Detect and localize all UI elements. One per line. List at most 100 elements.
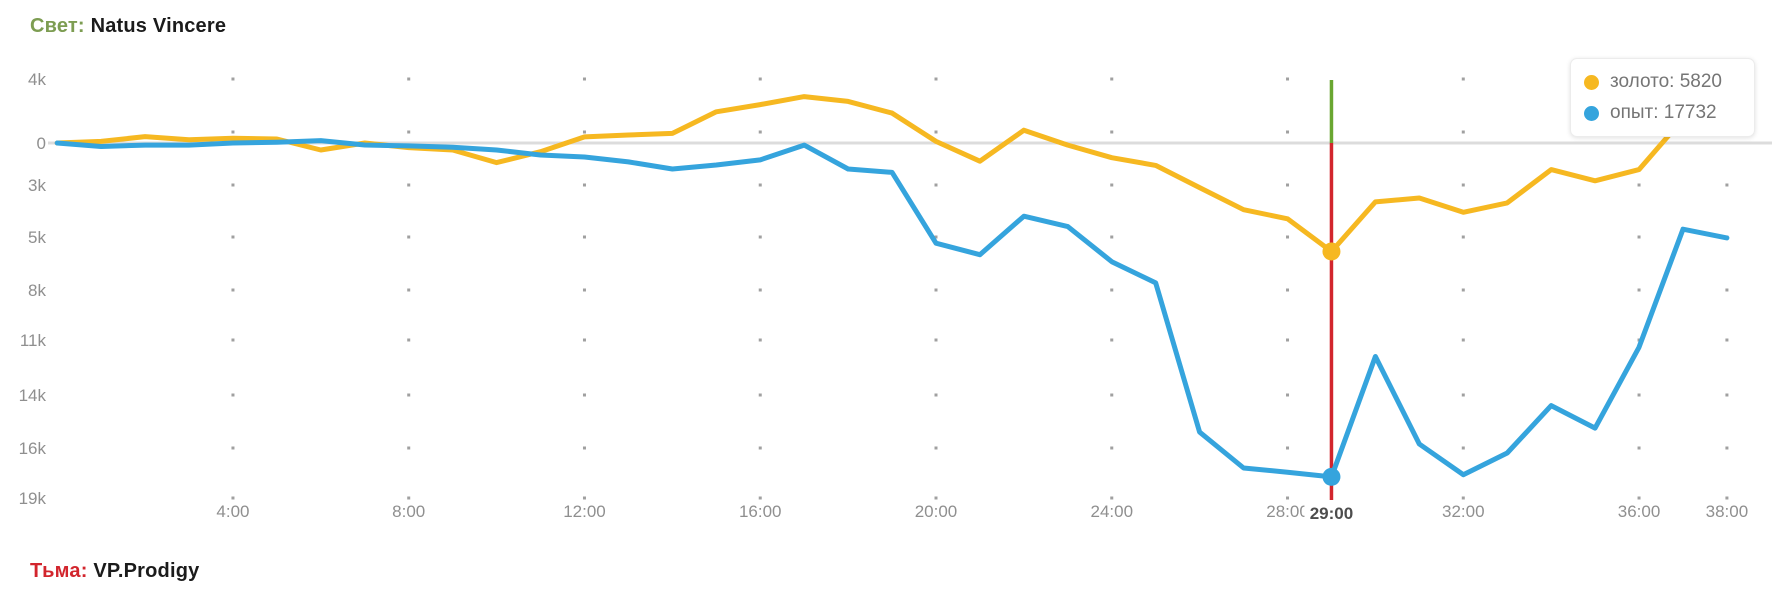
- gold-legend-dot-icon: [1584, 74, 1599, 90]
- y-axis-label: 0: [37, 134, 46, 153]
- grid-dot: [1286, 77, 1290, 81]
- grid-dot: [934, 77, 938, 81]
- grid-dot: [1461, 446, 1465, 450]
- x-axis-label: 36:00: [1618, 502, 1661, 521]
- radiant-side-label: Свет:: [30, 15, 85, 37]
- y-axis-label: 4k: [28, 70, 46, 89]
- x-axis-label: 38:00: [1706, 502, 1749, 521]
- grid-dot: [231, 496, 235, 500]
- grid-dot: [1725, 393, 1729, 397]
- grid-dot: [231, 130, 235, 134]
- grid-dot: [1110, 288, 1114, 292]
- y-axis-label: 5k: [28, 228, 46, 247]
- y-axis-label: 16k: [19, 439, 47, 458]
- grid-dot: [1461, 338, 1465, 342]
- grid-dot: [1725, 183, 1729, 187]
- grid-dot: [407, 130, 411, 134]
- grid-dot: [231, 235, 235, 239]
- xp-marker-dot[interactable]: [1322, 467, 1341, 486]
- grid-dot: [582, 338, 586, 342]
- grid-dot: [407, 446, 411, 450]
- grid-dot: [1286, 338, 1290, 342]
- grid-dot: [1286, 446, 1290, 450]
- grid-dot: [1637, 338, 1641, 342]
- grid-dot: [231, 288, 235, 292]
- x-axis-label: 8:00: [392, 502, 425, 521]
- grid-dot: [1725, 496, 1729, 500]
- chart-legend[interactable]: золото: 5820 опыт: 17732: [1570, 58, 1755, 137]
- legend-row-xp[interactable]: опыт: 17732: [1584, 102, 1754, 124]
- grid-dot: [1110, 235, 1114, 239]
- grid-dot: [934, 446, 938, 450]
- grid-dot: [758, 393, 762, 397]
- x-axis-label-marker-time: 29:00: [1310, 504, 1353, 523]
- grid-dot: [934, 393, 938, 397]
- grid-dot: [407, 235, 411, 239]
- x-axis-label: 12:00: [563, 502, 606, 521]
- grid-dot: [1637, 288, 1641, 292]
- grid-dot: [1637, 183, 1641, 187]
- grid-dot: [407, 393, 411, 397]
- grid-dot: [231, 338, 235, 342]
- grid-dot: [582, 446, 586, 450]
- legend-row-gold[interactable]: золото: 5820: [1584, 71, 1754, 93]
- grid-dot: [758, 338, 762, 342]
- grid-dot: [1286, 235, 1290, 239]
- grid-dot: [582, 77, 586, 81]
- grid-dot: [934, 288, 938, 292]
- grid-dot: [1110, 338, 1114, 342]
- grid-dot: [1461, 77, 1465, 81]
- grid-dot: [1286, 183, 1290, 187]
- x-axis-label: 20:00: [915, 502, 958, 521]
- grid-dot: [582, 496, 586, 500]
- y-axis-label: 11k: [20, 331, 47, 350]
- grid-dot: [934, 338, 938, 342]
- grid-dot: [758, 496, 762, 500]
- grid-dot: [1110, 393, 1114, 397]
- grid-dot: [934, 130, 938, 134]
- grid-dot: [582, 130, 586, 134]
- y-axis-label: 14k: [19, 386, 47, 405]
- x-axis-label: 24:00: [1090, 502, 1133, 521]
- grid-dot: [407, 183, 411, 187]
- grid-dot: [582, 235, 586, 239]
- grid-dot: [582, 288, 586, 292]
- grid-dot: [231, 183, 235, 187]
- gold-marker-dot[interactable]: [1322, 242, 1341, 261]
- grid-dot: [758, 235, 762, 239]
- grid-dot: [1110, 130, 1114, 134]
- xp-series-line[interactable]: [54, 138, 1730, 480]
- radiant-team-title: Свет: Natus Vincere: [30, 15, 226, 38]
- grid-dot: [407, 288, 411, 292]
- grid-dot: [1461, 235, 1465, 239]
- dire-team-name: VP.Prodigy: [93, 560, 200, 582]
- grid-dot: [1286, 393, 1290, 397]
- radiant-team-name: Natus Vincere: [90, 15, 227, 37]
- grid-dot: [1637, 393, 1641, 397]
- grid-dot: [758, 183, 762, 187]
- grid-dot: [1110, 77, 1114, 81]
- grid-dot: [758, 288, 762, 292]
- grid-dot: [934, 183, 938, 187]
- x-axis-label: 32:00: [1442, 502, 1485, 521]
- grid-dot: [231, 446, 235, 450]
- grid-dot: [1461, 496, 1465, 500]
- grid-dot: [1637, 446, 1641, 450]
- grid-dot: [1725, 446, 1729, 450]
- grid-dot: [1286, 288, 1290, 292]
- bold-tick-backdrop: [1304, 502, 1359, 524]
- grid-dot: [1461, 393, 1465, 397]
- gold-series-line[interactable]: [54, 94, 1730, 254]
- grid-dot: [1286, 496, 1290, 500]
- y-axis-label: 8k: [28, 281, 46, 300]
- grid-dot: [758, 130, 762, 134]
- grid-dot: [582, 393, 586, 397]
- grid-dot: [582, 183, 586, 187]
- y-axis-label: 19k: [19, 489, 47, 508]
- grid-dot: [1637, 496, 1641, 500]
- grid-dot: [231, 77, 235, 81]
- xp-legend-label: опыт: 17732: [1610, 102, 1717, 123]
- grid-dot: [758, 77, 762, 81]
